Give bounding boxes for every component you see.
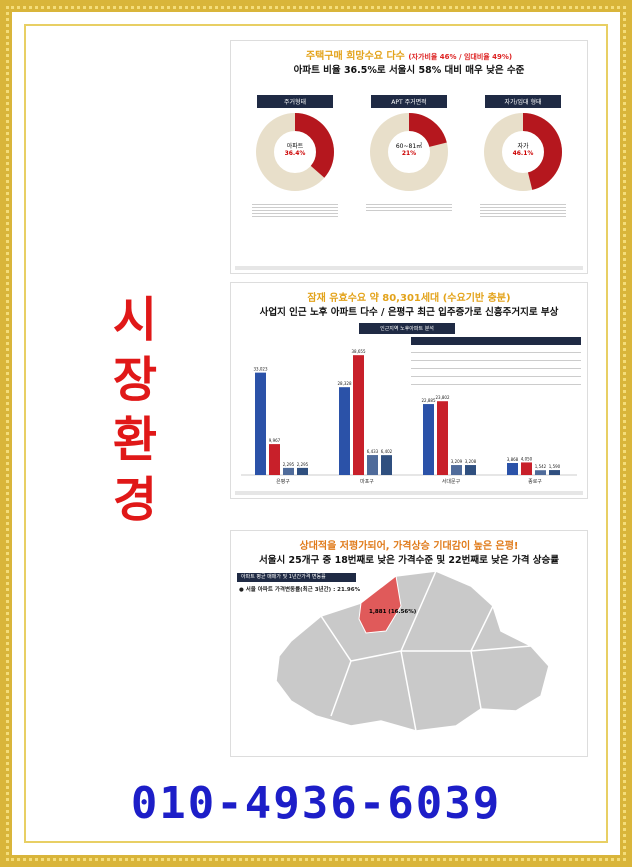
district-lines: [320, 570, 532, 732]
table-header: [411, 337, 581, 345]
bar-value-label: 22,885: [422, 398, 436, 403]
donut-center-value: 36.4%: [284, 150, 306, 157]
mini-table: [366, 202, 452, 211]
bar: [353, 355, 364, 475]
bar-value-label: 1,542: [535, 464, 547, 469]
bar-value-label: 4,050: [521, 456, 533, 461]
bar: [339, 387, 350, 475]
eunpyeong-district: [358, 575, 402, 634]
donut-center-value: 46.1%: [512, 150, 534, 157]
map-header: 아파트 평균 매매가 및 1년간가격 변동률: [237, 573, 356, 582]
panel-price-map: 상대적을 저평가되어, 가격상승 기대감이 높은 은평! 서울시 25개구 중 …: [230, 530, 588, 757]
donut-chart: [256, 113, 334, 191]
donut-chart: [484, 113, 562, 191]
bar: [381, 455, 392, 475]
bar-value-label: 3,208: [465, 459, 477, 464]
bar: [269, 444, 280, 475]
bar-value-label: 3,209: [451, 459, 463, 464]
table-row: [411, 353, 581, 361]
panel3-title: 상대적을 저평가되어, 가격상승 기대감이 높은 은평!: [299, 541, 519, 552]
donut-center: 자가 46.1%: [473, 141, 573, 157]
footnote-bar: [235, 491, 583, 495]
side-title-char: 시: [112, 292, 158, 348]
map-note: ● 서울 아파트 가격변동률(최근 3년간) : 21.96%: [239, 587, 361, 593]
donut-label: 자가/임대 형태: [485, 95, 561, 108]
panel-potential-demand: 잠재 유효수요 약 80,301세대 (수요기반 충분) 사업지 인근 노후 아…: [230, 282, 588, 499]
chart-title: 인근지역 노후아파트 분석: [359, 323, 455, 334]
phone-number[interactable]: 010-4936-6039: [130, 778, 502, 829]
panel2-subtitle: 사업지 인근 노후 아파트 다수 / 은평구 최근 입주증가로 신흥주거지로 부…: [259, 307, 559, 318]
donut-center-label: 아파트: [286, 143, 304, 150]
donut-center-value: 21%: [401, 150, 417, 157]
bar: [437, 401, 448, 475]
side-title-char: 장: [112, 352, 158, 408]
side-title-char: 환: [112, 412, 158, 468]
panel2-title: 잠재 유효수요 약 80,301세대 (수요기반 충분): [307, 293, 511, 304]
donut-chart: [370, 113, 448, 191]
bar-chart: 33,023 9,967 2,295 2,295 은평구 28,328 38,655 6,43…: [241, 349, 577, 485]
bar: [283, 467, 294, 475]
bar-value-label: 6,433: [367, 449, 379, 454]
donut-center: 아파트 36.4%: [245, 141, 345, 157]
table-row: [411, 361, 581, 369]
bar-value-label: 1,590: [549, 464, 561, 469]
bar: [549, 470, 560, 475]
highlight-label: 1,881 (16.56%): [369, 609, 417, 615]
panel3-subtitle: 서울시 25개구 중 18번째로 낮은 가격수준 및 22번째로 낮은 가격 상…: [259, 555, 559, 566]
donut-housing-type: 주거형태 아파트 36.4%: [245, 95, 345, 217]
inner-border: [24, 24, 608, 843]
side-title: 시 장 환 경: [95, 290, 175, 530]
bar-value-label: 6,402: [381, 449, 393, 454]
mini-table: [252, 202, 338, 217]
bar-value-label: 9,967: [269, 438, 281, 443]
panel1-subtitle: 아파트 비율 36.5%로 서울시 58% 대비 매우 낮은 수준: [293, 65, 525, 76]
panel-housing-demand: 주택구매 희망수요 다수 (자가비율 46% / 임대비율 49%) 아파트 비…: [230, 40, 588, 274]
table-row: [411, 345, 581, 353]
bar: [451, 465, 462, 475]
donut-label: APT 주거면적: [371, 95, 447, 108]
category-label: 마포구: [360, 478, 374, 485]
category-label: 은평구: [276, 478, 290, 485]
bar: [423, 404, 434, 475]
bar-value-label: 2,295: [283, 462, 295, 467]
table-row: [411, 377, 581, 385]
donut-center-label: 60~81㎡: [395, 143, 423, 150]
bar-value-label: 23,802: [436, 395, 450, 400]
bar-value-label: 2,295: [297, 462, 309, 467]
data-table: [411, 337, 581, 385]
bar: [255, 372, 266, 475]
donut-center: 60~81㎡ 21%: [359, 141, 459, 157]
bar: [507, 463, 518, 475]
category-label: 종로구: [528, 479, 542, 485]
bar: [297, 467, 308, 475]
panel1-title: 주택구매 희망수요 다수 (자가비율 46% / 임대비율 49%): [231, 47, 587, 62]
bar: [367, 455, 378, 475]
seoul-map: [275, 570, 550, 732]
donut-label: 주거형태: [257, 95, 333, 108]
bar-value-label: 3,868: [507, 457, 519, 462]
donut-apt-area: APT 주거면적 60~81㎡ 21%: [359, 95, 459, 211]
donut-center-label: 자가: [517, 143, 529, 150]
bar-value-label: 33,023: [254, 367, 268, 372]
side-title-char: 경: [112, 472, 158, 528]
bar-value-label: 28,328: [338, 381, 352, 386]
bar: [521, 462, 532, 475]
panel1-title-note: (자가비율 46% / 임대비율 49%): [408, 53, 513, 61]
mini-table: [480, 202, 566, 217]
bar-value-label: 38,655: [352, 349, 366, 354]
bar: [465, 465, 476, 475]
panel1-title-text: 주택구매 희망수요 다수: [305, 51, 405, 62]
category-label: 서대문구: [442, 478, 461, 485]
bar: [535, 470, 546, 475]
footnote-bar: [235, 266, 583, 270]
table-row: [411, 369, 581, 377]
donut-ownership: 자가/임대 형태 자가 46.1%: [473, 95, 573, 217]
